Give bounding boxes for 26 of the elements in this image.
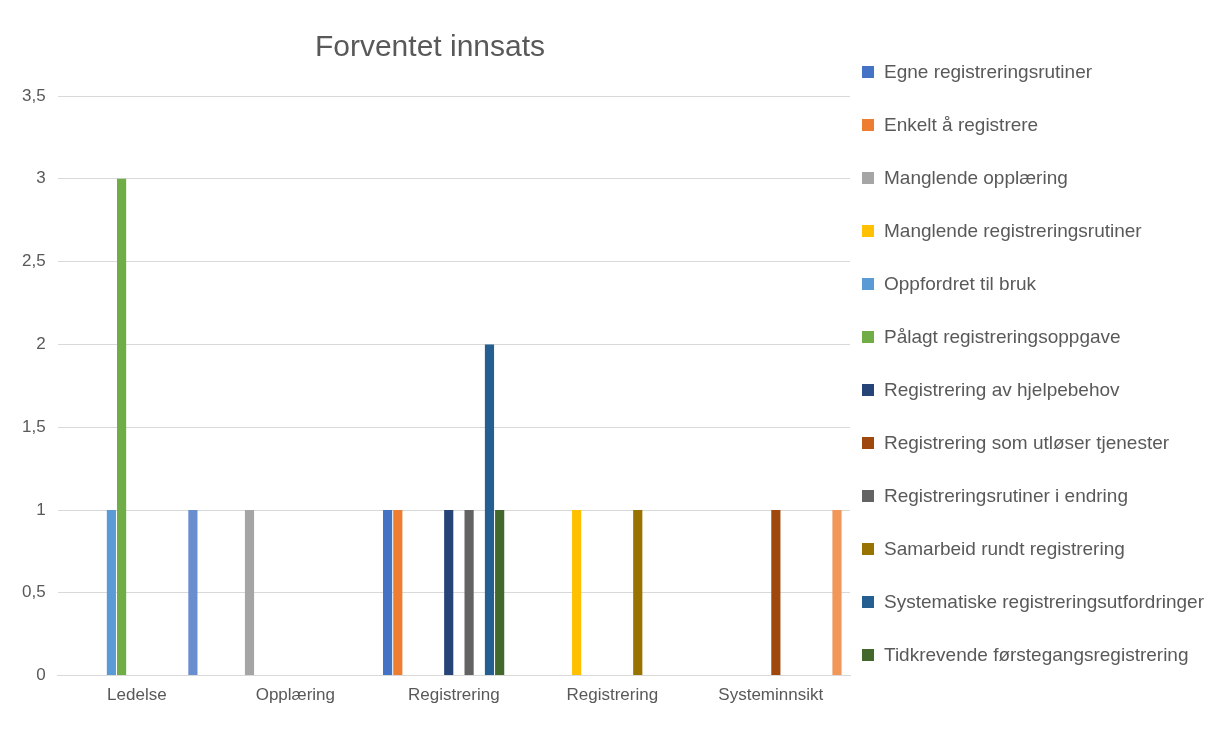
x-tick-label: Systeminnsikt	[718, 685, 824, 705]
y-tick-label: 0	[36, 665, 46, 685]
x-tick-label: Registrering	[407, 685, 500, 705]
legend-label: Oppfordret til bruk	[884, 272, 1037, 295]
legend-label: Registrering av hjelpebehov	[884, 378, 1120, 401]
x-tick-label: Ledelse	[107, 685, 167, 705]
legend-label: Tidkrevende førstegangsregistrering	[884, 643, 1189, 666]
y-tick-label: 2	[36, 334, 46, 354]
legend-label: Registreringsrutiner i endring	[884, 484, 1128, 507]
legend-label: Enkelt å registrere	[884, 113, 1039, 136]
legend-label: Registrering som utløser tjenester	[884, 431, 1170, 454]
x-tick-label: Opplæring	[255, 685, 336, 705]
legend-label: Systematiske registreringsutfordringer	[884, 590, 1204, 613]
legend-label: Pålagt registreringsoppgave	[884, 325, 1121, 348]
y-tick-label: 3	[36, 168, 46, 188]
x-tick-label: Registrering	[566, 685, 659, 705]
legend-label: Manglende registreringsrutiner	[884, 219, 1142, 242]
chart-title: Forventet innsats	[314, 29, 546, 63]
y-tick-label: 3,5	[21, 85, 46, 105]
y-tick-label: 1,5	[21, 416, 46, 436]
legend-label: Egne registreringsrutiner	[884, 60, 1093, 83]
y-tick-label: 2,5	[21, 251, 46, 271]
y-tick-label: 0,5	[21, 582, 46, 602]
y-tick-label: 1	[36, 499, 46, 519]
legend-label: Samarbeid rundt registrering	[884, 537, 1125, 560]
legend-label: Manglende opplæring	[884, 166, 1068, 189]
